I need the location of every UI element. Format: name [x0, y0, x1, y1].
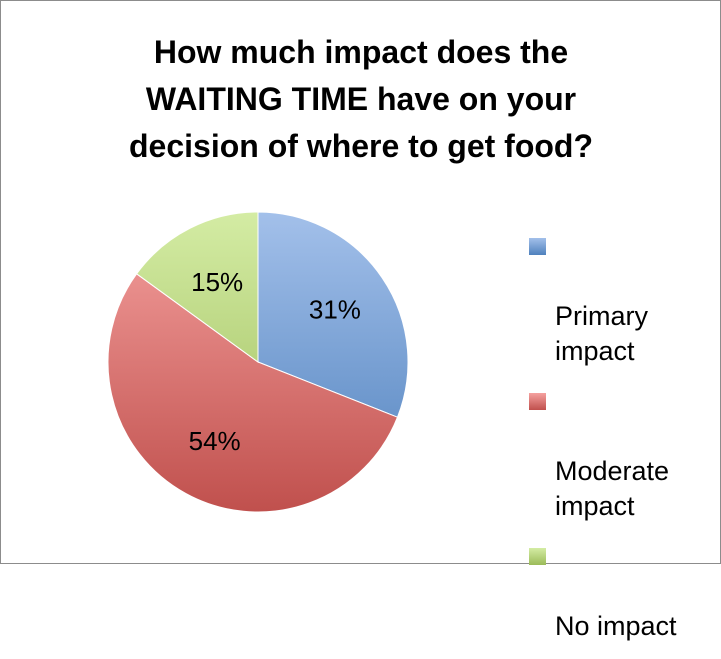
- pie-slice-none: [135, 211, 259, 363]
- legend-label-moderate: Moderate impact: [555, 456, 670, 521]
- chart-area: How much impact does the WAITING TIME ha…: [0, 0, 721, 641]
- legend-label-none: No impact: [555, 611, 677, 641]
- data-label-none: 15%: [191, 267, 243, 297]
- pie-slice-primary: [257, 211, 409, 418]
- legend-item-moderate: Moderate impact: [527, 384, 717, 524]
- legend-swatch-none: [529, 548, 546, 565]
- pie-slice-moderate: [107, 273, 399, 513]
- legend-label-primary: Primary impact: [555, 301, 648, 366]
- legend-item-primary: Primary impact: [527, 229, 717, 369]
- pie-chart: 31% 54% 15%: [107, 211, 409, 513]
- data-label-moderate: 54%: [189, 426, 241, 456]
- chart-title: How much impact does the WAITING TIME ha…: [129, 34, 593, 164]
- legend-item-none: No impact: [527, 539, 717, 644]
- legend-swatch-primary: [529, 238, 546, 255]
- legend: Primary impact Moderate impact No impact: [527, 229, 717, 659]
- data-label-primary: 31%: [309, 295, 361, 325]
- legend-swatch-moderate: [529, 393, 546, 410]
